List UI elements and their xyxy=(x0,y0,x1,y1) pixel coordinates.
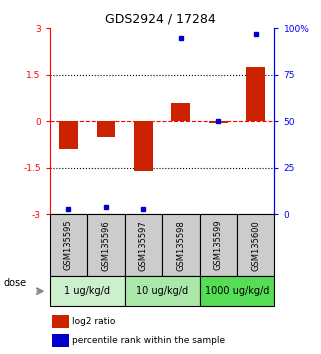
Text: 1 ug/kg/d: 1 ug/kg/d xyxy=(64,286,110,296)
Bar xyxy=(171,103,190,121)
Bar xyxy=(134,121,153,171)
Bar xyxy=(59,121,78,149)
Text: 1000 ug/kg/d: 1000 ug/kg/d xyxy=(205,286,269,296)
Bar xyxy=(87,214,125,276)
Bar xyxy=(52,334,69,347)
Text: GSM135598: GSM135598 xyxy=(176,220,185,270)
Bar xyxy=(125,214,162,276)
Bar xyxy=(97,121,115,137)
Text: GDS2924 / 17284: GDS2924 / 17284 xyxy=(105,12,216,25)
Text: percentile rank within the sample: percentile rank within the sample xyxy=(72,336,225,345)
Bar xyxy=(162,214,200,276)
Bar xyxy=(52,315,69,328)
Bar xyxy=(247,67,265,121)
Text: dose: dose xyxy=(3,278,26,287)
Text: log2 ratio: log2 ratio xyxy=(72,317,116,326)
Bar xyxy=(200,276,274,306)
Bar xyxy=(50,214,87,276)
Text: 10 ug/kg/d: 10 ug/kg/d xyxy=(136,286,188,296)
Text: GSM135596: GSM135596 xyxy=(101,220,110,270)
Bar xyxy=(200,214,237,276)
Text: GSM135600: GSM135600 xyxy=(251,220,260,270)
Bar xyxy=(237,214,274,276)
Text: GSM135595: GSM135595 xyxy=(64,220,73,270)
Bar xyxy=(50,276,125,306)
Text: GSM135597: GSM135597 xyxy=(139,220,148,270)
Bar xyxy=(125,276,200,306)
Text: GSM135599: GSM135599 xyxy=(214,220,223,270)
Bar xyxy=(209,121,228,123)
